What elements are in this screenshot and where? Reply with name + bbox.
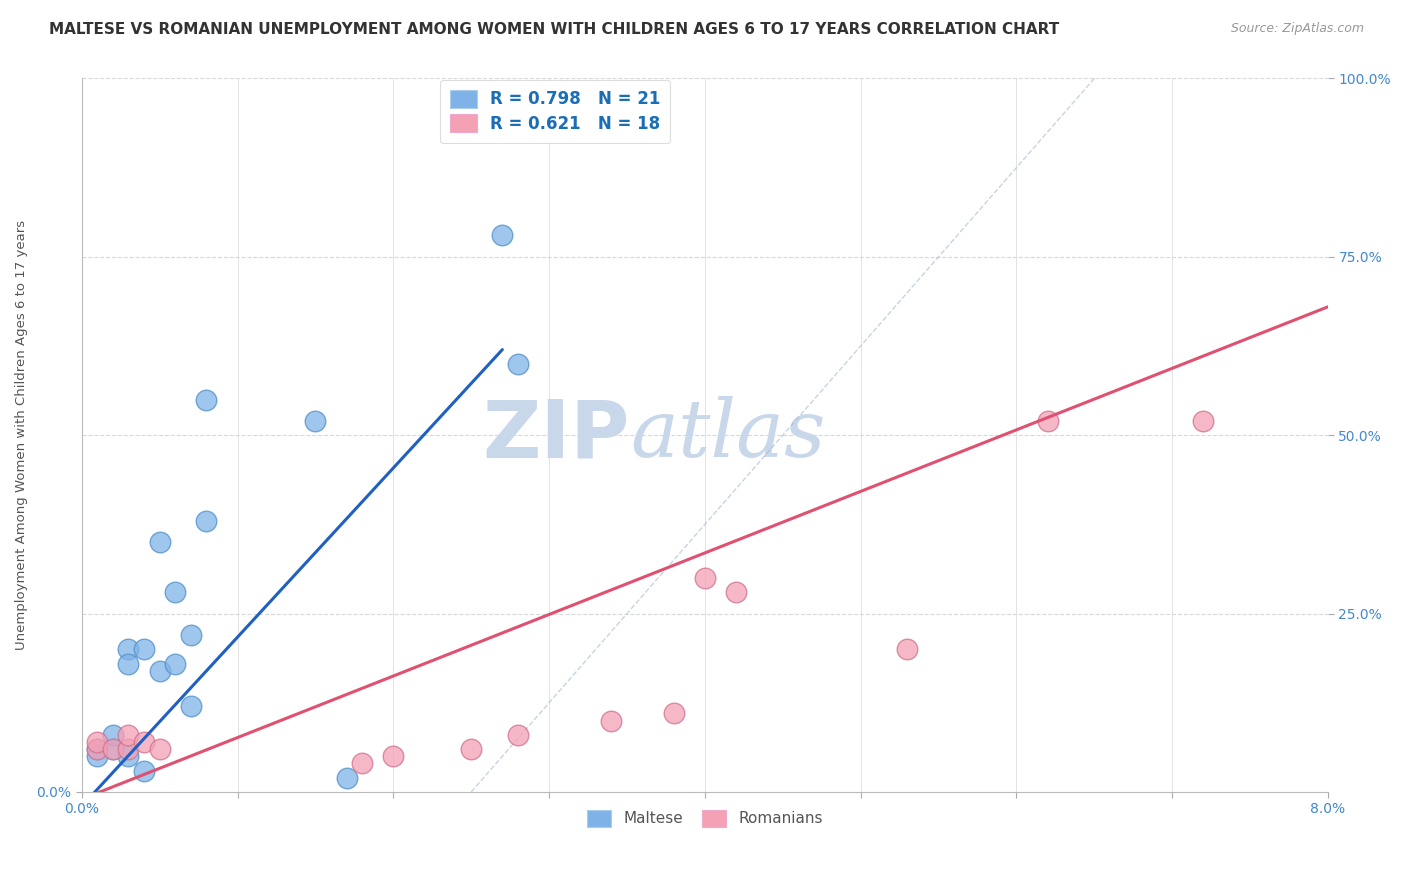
Point (724, 585, 747, 599)
Point (101, 742, 124, 756)
Point (460, 742, 482, 756)
Point (101, 728, 124, 742)
Point (149, 664, 172, 678)
Point (117, 657, 139, 671)
Point (132, 642, 155, 657)
Point (693, 571, 716, 585)
Point (86, 749, 108, 764)
Point (382, 749, 405, 764)
Point (662, 706, 685, 721)
Point (180, 699, 202, 714)
Point (132, 735, 155, 749)
Point (1192, 414, 1215, 428)
Point (165, 585, 187, 599)
Point (335, 771, 357, 785)
Point (132, 764, 155, 778)
Point (165, 657, 187, 671)
Point (195, 514, 218, 528)
Text: ZIP: ZIP (482, 396, 630, 475)
Point (86, 735, 108, 749)
Point (896, 642, 918, 657)
Y-axis label: Unemployment Among Women with Children Ages 6 to 17 years: Unemployment Among Women with Children A… (15, 220, 28, 650)
Point (304, 414, 326, 428)
Legend: Maltese, Romanians: Maltese, Romanians (579, 802, 831, 834)
Point (149, 535, 172, 549)
Point (180, 628, 202, 642)
Point (195, 392, 218, 407)
Point (117, 642, 139, 657)
Text: atlas: atlas (630, 396, 825, 474)
Point (117, 728, 139, 742)
Point (149, 742, 172, 756)
Point (352, 756, 374, 771)
Point (506, 728, 529, 742)
Point (86, 742, 108, 756)
Point (506, 357, 529, 371)
Text: MALTESE VS ROMANIAN UNEMPLOYMENT AMONG WOMEN WITH CHILDREN AGES 6 TO 17 YEARS CO: MALTESE VS ROMANIAN UNEMPLOYMENT AMONG W… (49, 22, 1060, 37)
Text: Source: ZipAtlas.com: Source: ZipAtlas.com (1230, 22, 1364, 36)
Point (1036, 414, 1059, 428)
Point (101, 742, 124, 756)
Point (117, 742, 139, 756)
Point (491, 228, 513, 243)
Point (86, 742, 108, 756)
Point (600, 714, 623, 728)
Point (117, 749, 139, 764)
